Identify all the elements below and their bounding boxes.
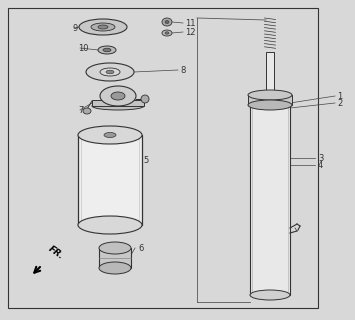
Bar xyxy=(99,248,131,268)
Text: 12: 12 xyxy=(185,28,196,36)
Bar xyxy=(250,105,290,295)
Ellipse shape xyxy=(141,95,149,103)
Ellipse shape xyxy=(78,216,142,234)
Ellipse shape xyxy=(78,126,142,144)
Ellipse shape xyxy=(98,46,116,54)
Text: 10: 10 xyxy=(78,44,88,52)
Ellipse shape xyxy=(250,290,290,300)
Ellipse shape xyxy=(103,48,111,52)
Ellipse shape xyxy=(99,262,131,274)
Text: 4: 4 xyxy=(318,161,323,170)
Ellipse shape xyxy=(248,90,292,100)
Ellipse shape xyxy=(100,68,120,76)
Bar xyxy=(8,8,318,308)
Ellipse shape xyxy=(106,70,114,74)
Ellipse shape xyxy=(165,32,169,34)
Text: 11: 11 xyxy=(185,19,196,28)
Bar xyxy=(92,100,144,106)
Ellipse shape xyxy=(92,102,144,110)
Ellipse shape xyxy=(162,18,172,26)
Text: 6: 6 xyxy=(138,244,143,252)
Text: 9: 9 xyxy=(72,23,77,33)
Text: 2: 2 xyxy=(337,99,342,108)
Ellipse shape xyxy=(98,25,108,29)
Ellipse shape xyxy=(99,242,131,254)
Ellipse shape xyxy=(83,108,91,114)
Ellipse shape xyxy=(104,132,116,138)
Text: FR.: FR. xyxy=(47,244,66,261)
Ellipse shape xyxy=(248,100,292,110)
Ellipse shape xyxy=(86,63,134,81)
Text: 1: 1 xyxy=(337,92,342,100)
Bar xyxy=(78,135,142,225)
Ellipse shape xyxy=(165,20,169,23)
Ellipse shape xyxy=(79,19,127,35)
Text: 8: 8 xyxy=(180,66,185,75)
Ellipse shape xyxy=(91,23,115,31)
Ellipse shape xyxy=(162,30,172,36)
Text: 3: 3 xyxy=(318,154,323,163)
Bar xyxy=(248,95,292,105)
Ellipse shape xyxy=(111,92,125,100)
Bar xyxy=(266,52,274,95)
Ellipse shape xyxy=(100,86,136,106)
Text: 7: 7 xyxy=(78,106,83,115)
Text: 5: 5 xyxy=(143,156,148,164)
